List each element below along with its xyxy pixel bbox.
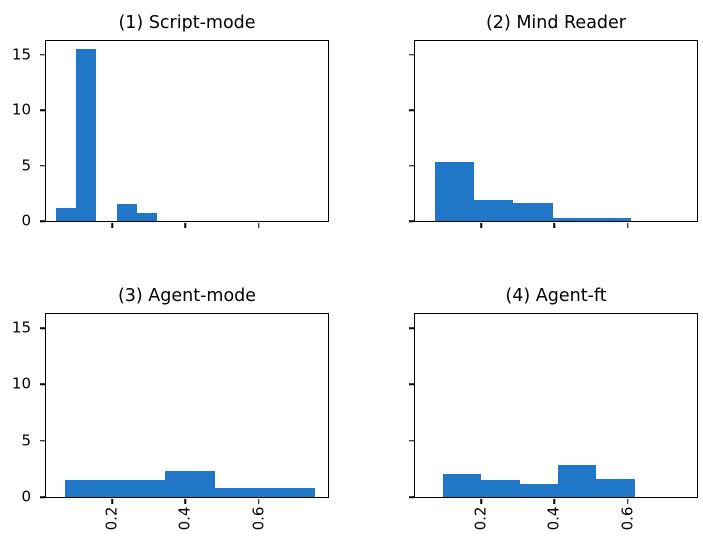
x-tick-mark xyxy=(257,498,260,504)
histogram-bar xyxy=(442,474,482,497)
x-tick-mark xyxy=(111,222,113,228)
y-tick-label: 5 xyxy=(21,156,31,175)
y-tick-mark xyxy=(408,496,414,498)
subplot-title: (2) Mind Reader xyxy=(485,13,626,33)
y-tick-mark xyxy=(39,109,45,111)
y-tick-mark xyxy=(39,220,45,222)
x-tick-label: 0.6 xyxy=(618,506,636,531)
y-tick-mark xyxy=(39,383,45,386)
y-tick-mark xyxy=(408,109,414,111)
y-tick-mark xyxy=(39,327,45,329)
x-tick-label: 0.4 xyxy=(175,506,194,531)
histogram-bar xyxy=(115,479,166,497)
y-tick-label: 10 xyxy=(11,374,31,393)
histogram-bar xyxy=(165,470,215,497)
histogram-bar xyxy=(519,483,558,497)
subplot-title: (1) Script-mode xyxy=(118,13,256,33)
x-tick-mark xyxy=(480,222,482,228)
x-tick-mark xyxy=(553,498,556,504)
x-tick-mark xyxy=(480,498,482,504)
histogram-bar xyxy=(214,488,266,497)
x-tick-mark xyxy=(626,222,629,228)
y-tick-mark xyxy=(408,164,414,167)
y-tick-mark xyxy=(39,54,45,56)
histogram-bar xyxy=(513,203,553,221)
y-tick-mark xyxy=(39,496,45,498)
x-tick-mark xyxy=(184,222,187,228)
y-tick-label: 0 xyxy=(21,487,31,506)
y-tick-mark xyxy=(408,327,414,329)
histogram-bar xyxy=(591,217,631,221)
histogram-bar xyxy=(136,212,157,221)
x-tick-mark xyxy=(257,222,260,228)
subplot-mind-reader: (2) Mind Reader xyxy=(408,13,698,228)
histogram-bar xyxy=(265,488,316,497)
x-tick-label: 0.2 xyxy=(102,506,121,531)
plot-area: 0.2 0.4 0.6 0 5 10 15 xyxy=(12,313,329,530)
y-tick-label: 15 xyxy=(11,45,31,64)
y-tick-mark xyxy=(408,220,414,222)
x-tick-mark xyxy=(184,498,187,504)
histogram-bar xyxy=(56,207,77,221)
subplot-agent-mode: (3) Agent-mode 0.2 0.4 0.6 0 5 10 15 xyxy=(12,286,329,530)
y-tick-label: 5 xyxy=(21,431,31,450)
y-tick-label: 10 xyxy=(11,100,31,119)
histogram-bar xyxy=(65,479,116,497)
y-tick-mark xyxy=(408,54,414,56)
y-tick-mark xyxy=(408,383,414,386)
histogram-bar xyxy=(435,162,475,221)
y-tick-mark xyxy=(39,164,45,167)
histogram-bar xyxy=(116,203,137,221)
y-tick-label: 15 xyxy=(11,318,31,337)
subplot-script-mode: (1) Script-mode 0 5 10 15 xyxy=(12,13,329,228)
x-tick-label: 0.6 xyxy=(249,506,267,531)
y-tick-mark xyxy=(408,439,414,442)
x-tick-mark xyxy=(626,498,629,504)
plot-area: 0 5 10 15 xyxy=(12,40,329,228)
x-tick-mark xyxy=(111,498,113,504)
histogram-bar xyxy=(552,217,592,221)
y-tick-label: 0 xyxy=(21,211,31,230)
histogram-bar xyxy=(76,49,97,221)
subplot-title: (3) Agent-mode xyxy=(117,286,257,306)
y-tick-mark xyxy=(39,439,45,442)
subplot-agent-ft: (4) Agent-ft 0.2 0.4 0.6 xyxy=(408,286,698,530)
histogram-bar xyxy=(596,478,635,497)
x-tick-label: 0.4 xyxy=(544,506,563,531)
histogram-bar xyxy=(558,464,597,497)
subplot-title: (4) Agent-ft xyxy=(505,286,607,306)
x-tick-mark xyxy=(553,222,556,228)
histogram-bar xyxy=(481,480,520,497)
x-tick-label: 0.2 xyxy=(471,506,490,531)
plot-area xyxy=(408,40,698,228)
plot-area: 0.2 0.4 0.6 xyxy=(408,313,698,530)
histogram-bar xyxy=(474,199,514,221)
